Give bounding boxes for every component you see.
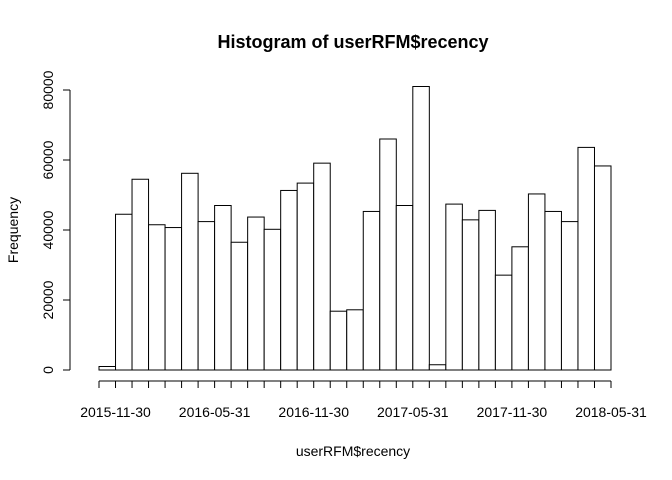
bars-group bbox=[98, 86, 612, 371]
histogram-bar bbox=[412, 86, 430, 371]
histogram-bar bbox=[593, 165, 612, 371]
x-tick-label: 2018-05-31 bbox=[575, 404, 647, 420]
histogram-bar bbox=[115, 213, 133, 371]
histogram-bar bbox=[197, 221, 216, 371]
y-tick-label: 0 bbox=[40, 366, 56, 374]
histogram-bar bbox=[148, 224, 166, 371]
histogram-bar bbox=[296, 182, 315, 371]
histogram-bar bbox=[98, 366, 117, 371]
histogram-bar bbox=[181, 172, 199, 371]
histogram-bar bbox=[461, 219, 480, 371]
histogram-bar bbox=[478, 209, 496, 371]
chart-title: Histogram of userRFM$recency bbox=[217, 32, 488, 52]
histogram-bar bbox=[577, 146, 595, 371]
histogram-bar bbox=[428, 364, 447, 371]
histogram-bar bbox=[445, 203, 463, 371]
y-tick-label: 60000 bbox=[40, 140, 56, 179]
histogram-bar bbox=[560, 221, 579, 371]
histogram-bar bbox=[313, 162, 331, 371]
histogram-bar bbox=[379, 138, 397, 371]
histogram-bar bbox=[527, 193, 546, 371]
y-axis-label: Frequency bbox=[5, 197, 21, 263]
x-tick-label: 2017-05-31 bbox=[377, 404, 449, 420]
x-tick-label: 2017-11-30 bbox=[477, 404, 548, 420]
histogram-bar bbox=[230, 241, 249, 371]
x-tick-label: 2016-05-31 bbox=[179, 404, 251, 420]
y-tick-label: 40000 bbox=[40, 210, 56, 249]
histogram-bar bbox=[247, 216, 265, 371]
histogram-bar bbox=[395, 205, 414, 371]
x-tick-label: 2016-11-30 bbox=[278, 404, 349, 420]
x-axis-label: userRFM$recency bbox=[296, 443, 410, 459]
y-axis: 0 20000 40000 60000 80000 bbox=[40, 70, 71, 374]
histogram-bar bbox=[164, 227, 183, 371]
histogram-bar bbox=[544, 210, 562, 371]
histogram-bar bbox=[280, 189, 298, 371]
histogram-bar bbox=[346, 309, 364, 371]
x-axis: 2015-11-30 2016-05-31 2016-11-30 2017-05-31… bbox=[80, 380, 647, 420]
histogram-bar bbox=[131, 178, 150, 371]
y-tick-label: 80000 bbox=[40, 70, 56, 109]
histogram-bar bbox=[263, 228, 282, 371]
histogram-bar bbox=[494, 274, 513, 371]
histogram-bar bbox=[511, 246, 529, 371]
histogram-bar bbox=[214, 205, 232, 371]
histogram-bar bbox=[362, 210, 381, 371]
x-tick-label: 2015-11-30 bbox=[80, 404, 151, 420]
histogram-bar bbox=[329, 310, 348, 371]
y-tick-label: 20000 bbox=[40, 280, 56, 319]
